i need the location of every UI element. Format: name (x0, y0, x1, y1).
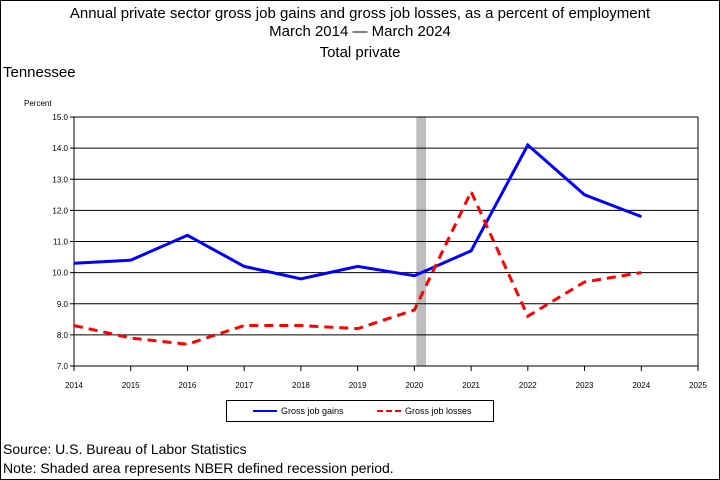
data-point-losses-2022 (527, 315, 529, 317)
data-point-losses-2016 (186, 343, 188, 345)
data-point-losses-2018 (300, 325, 302, 327)
x-tick-label-1: 2015 (122, 381, 140, 390)
data-point-losses-2021 (470, 191, 472, 193)
x-tick-label-10: 2024 (632, 381, 650, 390)
series-line-gains (73, 142, 642, 281)
data-point-losses-2014 (73, 325, 75, 327)
data-point-losses-2020 (413, 309, 415, 311)
data-point-losses-2024 (640, 272, 642, 274)
y-tick-label-2: 9.0 (57, 300, 69, 309)
data-point-gains-2015 (130, 259, 132, 261)
y-axis-label: Percent (24, 99, 52, 108)
x-tick-label-0: 2014 (65, 381, 83, 390)
x-tick-label-3: 2017 (235, 381, 253, 390)
data-point-losses-2019 (357, 328, 359, 330)
data-point-losses-2017 (243, 325, 245, 327)
data-point-gains-2019 (357, 265, 359, 267)
data-point-losses-2015 (130, 337, 132, 339)
data-point-gains-2017 (243, 265, 245, 267)
series-line-losses (73, 188, 642, 346)
data-point-gains-2014 (73, 262, 75, 264)
y-tick-label-0: 7.0 (57, 362, 69, 371)
data-point-losses-2023 (584, 281, 586, 283)
plot-area-border (73, 116, 699, 367)
x-tick-label-2: 2016 (179, 381, 197, 390)
chart-legend: Gross job gains Gross job losses (226, 400, 494, 422)
legend-item-losses: Gross job losses (377, 401, 472, 421)
data-point-gains-2018 (300, 278, 302, 280)
data-point-gains-2021 (470, 250, 472, 252)
recession-note: Note: Shaded area represents NBER define… (3, 460, 394, 476)
data-point-gains-2016 (186, 234, 188, 236)
x-tick-label-8: 2022 (519, 381, 537, 390)
x-tick-label-7: 2021 (462, 381, 480, 390)
y-tick-label-1: 8.0 (57, 331, 69, 340)
source-note: Source: U.S. Bureau of Labor Statistics (3, 441, 247, 457)
x-tick-label-9: 2023 (576, 381, 594, 390)
legend-swatch-losses (377, 410, 401, 412)
data-point-gains-2024 (640, 216, 642, 218)
y-tick-label-4: 11.0 (53, 238, 69, 247)
region-label: Tennessee (3, 64, 76, 81)
data-point-gains-2022 (527, 144, 529, 146)
x-tick-label-4: 2018 (292, 381, 310, 390)
x-tick-label-6: 2020 (405, 381, 423, 390)
legend-swatch-gains (253, 410, 277, 412)
x-tick-label-11: 2025 (689, 381, 707, 390)
y-tick-label-3: 10.0 (52, 269, 68, 278)
x-tick-label-5: 2019 (349, 381, 367, 390)
chart-title-line-1: Annual private sector gross job gains an… (69, 5, 651, 22)
legend-item-gains: Gross job gains (253, 401, 344, 421)
chart-title-line-3: Total private (319, 44, 401, 61)
y-tick-label-6: 13.0 (52, 175, 68, 184)
data-point-gains-2020 (413, 275, 415, 277)
data-point-gains-2023 (584, 194, 586, 196)
y-tick-label-8: 15.0 (52, 113, 68, 122)
y-tick-label-5: 12.0 (52, 206, 68, 215)
legend-label-gains: Gross job gains (281, 406, 344, 416)
chart-title-line-2: March 2014 — March 2024 (269, 23, 451, 40)
y-tick-label-7: 14.0 (52, 144, 68, 153)
legend-label-losses: Gross job losses (405, 406, 472, 416)
